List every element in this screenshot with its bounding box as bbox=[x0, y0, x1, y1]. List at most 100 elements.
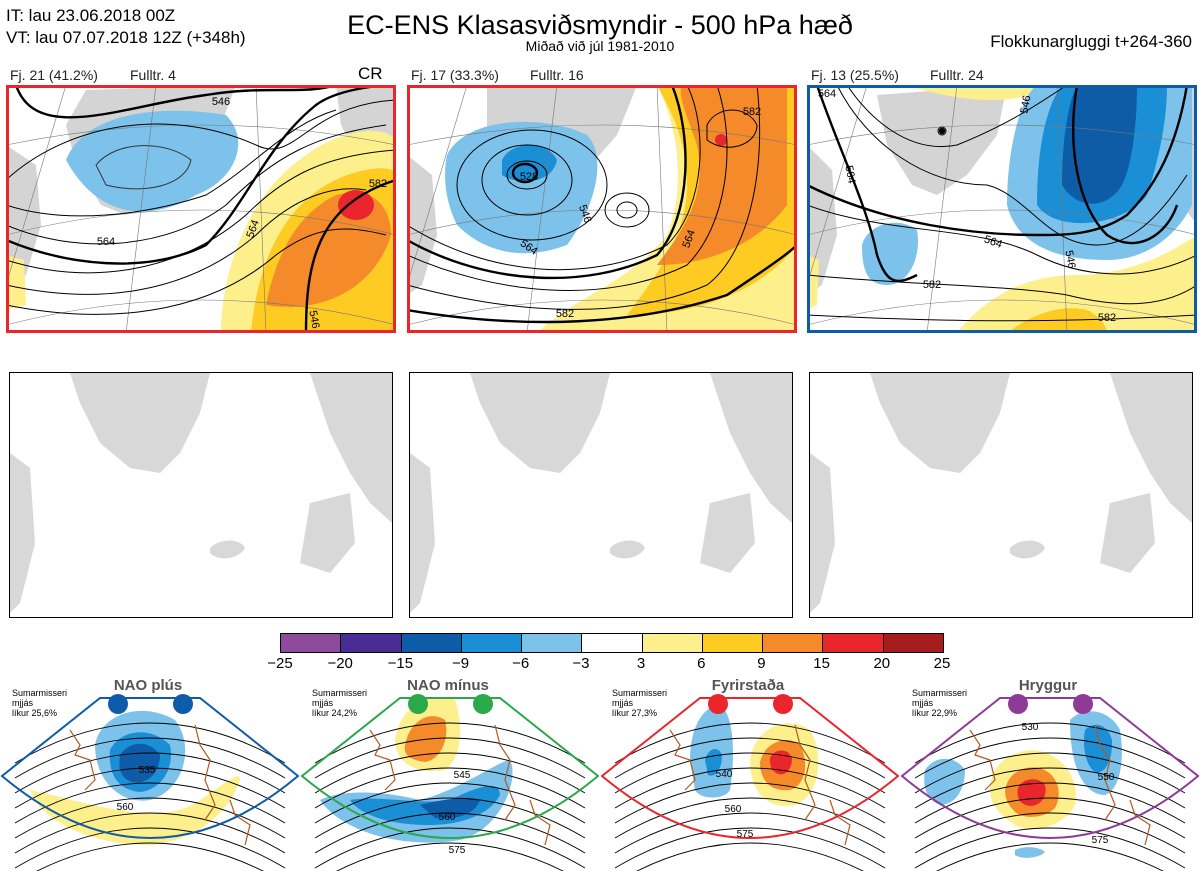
regime-description: líkur 22,9% bbox=[912, 708, 958, 718]
sector-outline bbox=[0, 697, 300, 839]
regime-name: NAO plús bbox=[113, 677, 183, 694]
height-contour bbox=[314, 782, 586, 824]
page-title: EC-ENS Klasasviðsmyndir - 500 hPa hæð bbox=[347, 10, 853, 40]
regime-contour-label: 575 bbox=[449, 845, 466, 856]
regime-contour-label: 575 bbox=[737, 829, 754, 840]
cluster-2-map: 528 546 564 582 564 582 bbox=[407, 85, 797, 333]
regime-name: Hryggur bbox=[1018, 677, 1078, 694]
height-contour bbox=[314, 722, 586, 764]
height-contour bbox=[314, 752, 586, 794]
colorbar-swatch bbox=[521, 634, 582, 652]
cluster-1-contour-label: 564 bbox=[244, 218, 262, 239]
height-contour bbox=[636, 842, 864, 871]
regime-marker-dot bbox=[1073, 694, 1093, 714]
colorbar-tick-label: −15 bbox=[387, 655, 414, 672]
cluster-2-contour-label: 528 bbox=[520, 171, 538, 183]
cluster-2-fulltr: Fulltr. 16 bbox=[530, 67, 584, 83]
cluster-1-contour-label: 582 bbox=[369, 178, 387, 190]
regime-sector: 540 560 575 bbox=[600, 697, 900, 871]
height-contour bbox=[936, 842, 1164, 871]
height-contour bbox=[614, 767, 886, 809]
sector-outline bbox=[600, 697, 900, 839]
coastline bbox=[369, 724, 551, 846]
empty-map-3 bbox=[809, 372, 1193, 618]
cluster-3-label: Fj. 13 (25.5%) bbox=[811, 67, 899, 83]
cluster-3-frame bbox=[807, 85, 1197, 333]
height-contour bbox=[914, 782, 1186, 824]
regime-description: mjjás bbox=[12, 698, 34, 708]
colorbar-swatch bbox=[701, 634, 763, 652]
cluster-1-contour-label: 546 bbox=[306, 309, 321, 329]
height-contour bbox=[14, 782, 286, 824]
regime-marker-dot bbox=[1008, 694, 1028, 714]
regime-contour-label: 530 bbox=[1022, 722, 1039, 733]
regime-sector: 535 560 bbox=[0, 697, 300, 871]
colorbar-swatch bbox=[882, 634, 943, 652]
regime-description: Sumarmisseri bbox=[312, 688, 368, 698]
cluster-1-contour-label: 546 bbox=[212, 96, 230, 108]
colorbar-swatch bbox=[340, 634, 401, 652]
cluster-1-frame bbox=[6, 85, 396, 333]
height-contour bbox=[14, 827, 286, 869]
regime-marker-dot bbox=[408, 694, 428, 714]
cluster-3-map: 564 546 564 546 582 564 582 bbox=[807, 85, 1197, 333]
empty-map-2 bbox=[409, 372, 793, 618]
regime-contour-label: 560 bbox=[725, 804, 742, 815]
height-contour bbox=[314, 767, 586, 809]
height-contour bbox=[314, 812, 586, 854]
cluster-1-code: CR bbox=[358, 64, 383, 83]
height-contour bbox=[614, 752, 886, 794]
coastline bbox=[969, 724, 1151, 846]
coastline bbox=[69, 724, 251, 846]
height-contour bbox=[614, 782, 886, 824]
height-contour bbox=[914, 737, 1186, 779]
regime-marker-dot bbox=[108, 694, 128, 714]
height-contour bbox=[36, 842, 264, 871]
anomaly-area bbox=[1083, 724, 1113, 773]
colorbar-tick-label: −25 bbox=[267, 655, 293, 672]
colorbar-swatch bbox=[460, 634, 522, 652]
height-contour bbox=[14, 797, 286, 839]
cluster-2-contour-label: 582 bbox=[743, 106, 761, 118]
cluster-1-contour-label: 564 bbox=[97, 236, 115, 248]
regime-contour-label: 540 bbox=[716, 769, 733, 780]
cluster-3-fulltr: Fulltr. 24 bbox=[930, 67, 984, 83]
regime-contour-label: 575 bbox=[1092, 835, 1109, 846]
anomaly-area bbox=[924, 758, 965, 805]
height-contour bbox=[914, 722, 1186, 764]
height-contour bbox=[614, 812, 886, 854]
cluster-2-contour-label: 546 bbox=[576, 203, 594, 224]
sector-outline bbox=[900, 697, 1200, 839]
regime-contour-label: 550 bbox=[1098, 772, 1115, 783]
anomaly-area bbox=[30, 776, 240, 845]
cluster-3-contour-label: 564 bbox=[842, 164, 857, 184]
cluster-3-contour-label: 564 bbox=[982, 233, 1003, 251]
regime-marker-dot bbox=[173, 694, 193, 714]
regime-description: mjjás bbox=[312, 698, 334, 708]
height-contour bbox=[14, 752, 286, 794]
colorbar-tick-label: −20 bbox=[327, 655, 353, 672]
regime-description: Sumarmisseri bbox=[612, 688, 668, 698]
regime-contour-label: 535 bbox=[139, 765, 156, 776]
colorbar-swatch bbox=[400, 634, 461, 652]
regime-description: líkur 24,2% bbox=[312, 708, 358, 718]
height-contour bbox=[914, 812, 1186, 854]
regime-name: Fyrirstaða bbox=[711, 677, 785, 694]
height-contour bbox=[336, 842, 564, 871]
height-contour bbox=[914, 752, 1186, 794]
height-contour bbox=[14, 722, 286, 764]
colorbar-swatch bbox=[581, 634, 642, 652]
colorbar-tick-label: 25 bbox=[933, 655, 951, 672]
colorbar-tick-label: −3 bbox=[572, 655, 590, 672]
cluster-2-frame bbox=[407, 85, 797, 333]
regime-description: Sumarmisseri bbox=[12, 688, 68, 698]
regime-description: líkur 27,3% bbox=[612, 708, 658, 718]
regime-description: mjjás bbox=[912, 698, 934, 708]
height-contour bbox=[614, 797, 886, 839]
page-subtitle: Miðað við júl 1981-2010 bbox=[525, 38, 675, 54]
colorbar-tick-label: 9 bbox=[757, 655, 766, 672]
regime-marker-dot bbox=[708, 694, 728, 714]
cluster-2-contour-label: 564 bbox=[680, 228, 698, 249]
height-contour bbox=[914, 767, 1186, 809]
